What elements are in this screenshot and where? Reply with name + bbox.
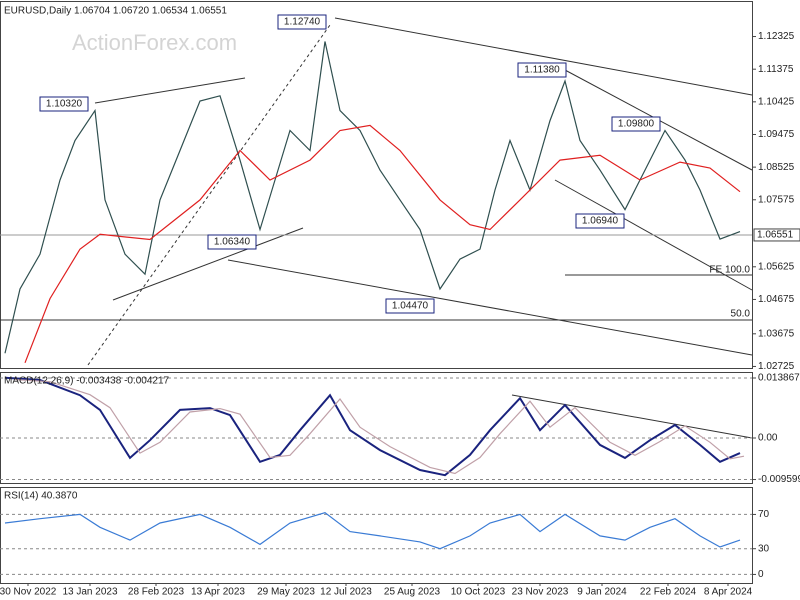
y-tick-label: 1.04675 <box>758 294 795 305</box>
price-label-box <box>611 116 661 132</box>
x-tick-label: 13 Apr 2023 <box>191 587 245 598</box>
x-tick-label: 29 May 2023 <box>257 587 315 598</box>
x-tick-label: 9 Jan 2024 <box>577 587 627 598</box>
y-tick-label: 0 <box>758 569 764 580</box>
trend-line <box>511 394 753 439</box>
x-tick-label: 23 Nov 2023 <box>512 587 569 598</box>
x-tick-label: 25 Aug 2023 <box>384 587 441 598</box>
price-label: 1.09800 <box>618 119 655 130</box>
last-price-label: 1.06551 <box>757 230 794 241</box>
y-tick-label: 1.12325 <box>758 31 795 42</box>
y-tick-label: -0.009599 <box>758 474 800 485</box>
x-tick-label: 30 Nov 2022 <box>0 587 57 598</box>
price-label-box <box>575 213 625 229</box>
price-panel <box>0 1 753 369</box>
series-line <box>4 512 741 550</box>
level-label: 50.0 <box>731 309 751 320</box>
y-tick-label: 1.02725 <box>758 361 795 372</box>
trend-line <box>112 227 304 301</box>
x-tick-label: 13 Jan 2023 <box>62 587 117 598</box>
panel-title: EURUSD,Daily 1.06704 1.06720 1.06534 1.0… <box>4 6 227 17</box>
last-price-box <box>753 228 800 242</box>
series-line <box>4 376 741 477</box>
panel-title: RSI(14) 40.3870 <box>4 491 78 502</box>
y-tick-label: 70 <box>758 509 770 520</box>
x-tick-label: 22 Feb 2024 <box>640 587 697 598</box>
series-line <box>14 379 745 475</box>
watermark: ActionForex.com <box>72 30 237 55</box>
y-tick-label: 1.07575 <box>758 194 795 205</box>
y-tick-label: 1.09475 <box>758 129 795 140</box>
y-tick-label: 1.05625 <box>758 261 795 272</box>
y-tick-label: 30 <box>758 543 770 554</box>
level-label: FE 100.0 <box>709 265 750 276</box>
rsi-panel <box>0 487 753 584</box>
price-label: 1.06940 <box>582 216 619 227</box>
y-tick-label: 0.013867 <box>758 373 800 384</box>
price-label: 1.06340 <box>214 237 251 248</box>
price-label-box <box>385 298 435 314</box>
price-label: 1.11380 <box>524 65 560 76</box>
price-label-box <box>517 62 567 78</box>
trend-lines <box>0 17 753 439</box>
price-label-box <box>277 14 327 30</box>
x-tick-label: 12 Jul 2023 <box>320 587 372 598</box>
y-tick-label: 1.10425 <box>758 96 795 107</box>
y-tick-label: 1.08525 <box>758 162 795 173</box>
price-label-box <box>207 234 257 250</box>
series-line <box>24 124 741 364</box>
panel-frames <box>0 1 753 584</box>
price-label: 1.12740 <box>284 17 321 28</box>
trend-line <box>94 77 246 104</box>
y-tick-label: 0.00 <box>758 433 778 444</box>
x-tick-label: 10 Oct 2023 <box>451 587 506 598</box>
x-tick-label: 8 Apr 2024 <box>704 587 753 598</box>
panel-title: MACD(12,26,9) -0.003438 -0.004217 <box>4 376 170 387</box>
y-tick-label: 1.11375 <box>758 64 794 75</box>
x-tick-label: 28 Feb 2023 <box>128 587 185 598</box>
trend-line <box>227 259 753 356</box>
price-label: 1.10320 <box>46 99 83 110</box>
trend-line <box>334 17 753 96</box>
price-label-box <box>39 96 89 112</box>
y-tick-label: 1.03675 <box>758 328 795 339</box>
price-label: 1.04470 <box>392 301 429 312</box>
macd-panel <box>0 372 753 484</box>
